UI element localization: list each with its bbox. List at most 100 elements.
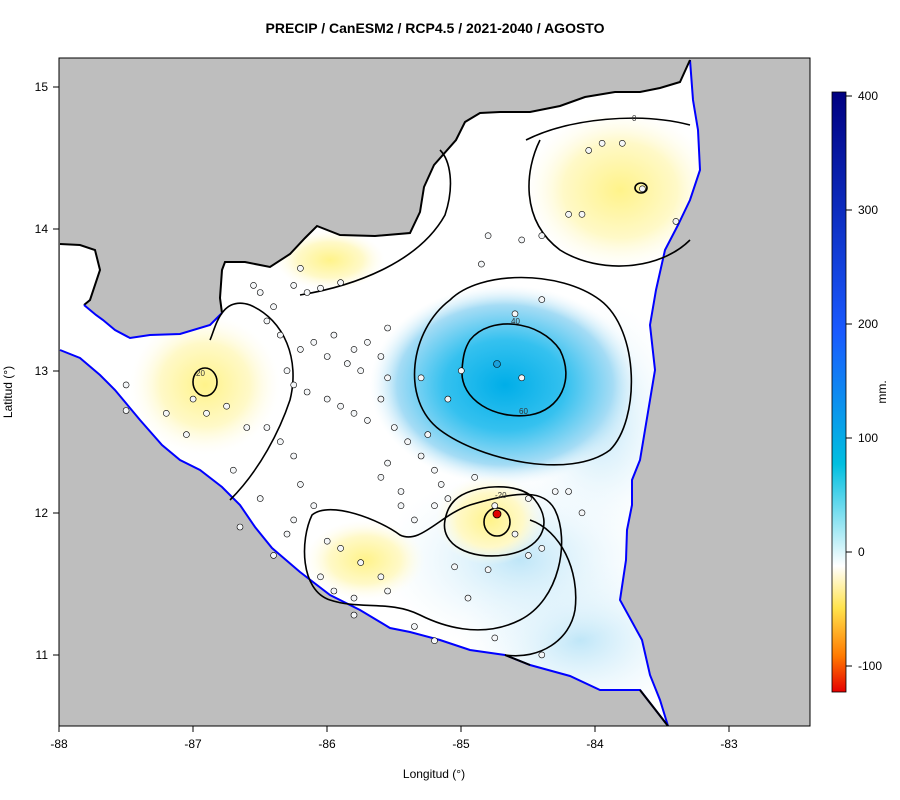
colorbar: 400 300 200 100 0 -100 mm.: [831, 89, 889, 693]
station-marker: [639, 185, 646, 193]
station-marker: [484, 566, 492, 574]
station-marker: [384, 374, 391, 382]
station-marker: [598, 140, 606, 147]
station-marker: [203, 409, 210, 417]
station-marker: [290, 282, 298, 289]
station-marker: [565, 488, 572, 495]
station-marker: [290, 381, 298, 389]
x-axis-title: Longitud (°): [403, 767, 465, 781]
station-marker: [411, 623, 418, 630]
station-marker: [243, 424, 251, 431]
station-marker: [337, 279, 344, 286]
station-marker: [163, 409, 170, 417]
station-marker: [297, 481, 304, 488]
x-tick: -85: [452, 737, 470, 751]
station-marker: [384, 587, 391, 595]
colorbar-ticks: 400 300 200 100 0 -100: [858, 89, 882, 673]
station-marker: [538, 544, 546, 552]
station-marker: [424, 431, 432, 438]
station-marker: [189, 395, 197, 403]
station-marker: [525, 495, 532, 502]
station-marker: [323, 353, 331, 360]
station-marker: [323, 537, 331, 545]
station-marker: [451, 563, 458, 571]
station-marker: [491, 502, 499, 510]
station-marker: [236, 523, 244, 531]
station-marker: [672, 218, 680, 225]
station-marker: [357, 559, 365, 566]
station-marker: [551, 488, 559, 495]
station-marker: [578, 211, 586, 218]
contour-label: 40: [511, 317, 520, 326]
station-marker: [565, 211, 572, 218]
station-marker: [310, 338, 318, 346]
x-tick: -87: [184, 737, 202, 751]
station-marker: [276, 438, 284, 446]
contour-label: 0: [632, 114, 637, 123]
x-tick: -86: [318, 737, 336, 751]
y-tick-labels: 15 14 13 12 11: [35, 80, 49, 662]
station-marker: [377, 473, 385, 481]
station-marker: [585, 147, 593, 154]
station-marker: [122, 407, 130, 414]
station-marker: [384, 459, 391, 467]
station-marker: [457, 367, 465, 375]
station-marker: [464, 594, 472, 602]
contour-label-group: 0 20 40 60 -20: [196, 114, 637, 500]
station-marker: [431, 637, 438, 645]
y-tick: 11: [36, 648, 49, 662]
contour-label: 20: [196, 369, 205, 378]
station-marker: [290, 452, 298, 460]
station-marker: [525, 552, 532, 559]
contour-label: 60: [519, 407, 528, 416]
station-marker: [518, 236, 526, 244]
plot-frame: [58, 57, 811, 727]
station-marker: [330, 331, 338, 339]
station-marker: [538, 296, 546, 303]
y-tick: 12: [35, 506, 49, 520]
station-marker: [397, 502, 405, 510]
map-background: 0 20 40 60 -20: [59, 58, 810, 726]
station-marker: [317, 573, 324, 581]
station-marker: [250, 282, 257, 289]
station-marker: [491, 634, 499, 642]
chart-title: PRECIP / CanESM2 / RCP4.5 / 2021-2040 / …: [265, 20, 605, 36]
station-marker: [223, 402, 230, 410]
station-marker: [350, 611, 358, 619]
station-marker: [357, 367, 365, 375]
station-marker: [122, 381, 130, 389]
station-marker: [323, 395, 331, 403]
station-markers: [122, 140, 680, 659]
station-max: [492, 509, 502, 519]
gulf-coast: [83, 304, 223, 340]
station-marker: [290, 516, 298, 524]
station-marker: [256, 495, 264, 502]
contour-lines: [192, 117, 691, 657]
x-tick: -88: [50, 737, 68, 751]
station-marker: [317, 284, 324, 292]
colorbar-tick: 400: [858, 89, 878, 103]
station-marker: [364, 338, 371, 346]
station-marker: [310, 502, 318, 510]
station-marker: [390, 424, 398, 431]
colorbar-unit: mm.: [875, 380, 889, 403]
y-axis-title: Latitud (°): [1, 366, 15, 418]
station-marker: [283, 367, 291, 375]
northern-border: [59, 59, 691, 314]
station-marker: [276, 331, 284, 339]
station-marker: [270, 303, 277, 311]
station-marker: [478, 260, 485, 268]
station-marker: [444, 395, 452, 403]
colorbar-tick: 200: [858, 317, 878, 331]
station-marker: [484, 232, 492, 239]
y-tick: 14: [35, 222, 49, 236]
x-tick: -83: [720, 737, 738, 751]
contour-label: -20: [495, 491, 507, 500]
station-marker: [364, 417, 371, 424]
station-marker: [297, 346, 304, 353]
station-marker: [377, 395, 385, 403]
station-marker: [377, 353, 385, 360]
station-marker: [330, 587, 338, 595]
station-marker: [437, 481, 445, 488]
station-marker: [511, 530, 519, 538]
